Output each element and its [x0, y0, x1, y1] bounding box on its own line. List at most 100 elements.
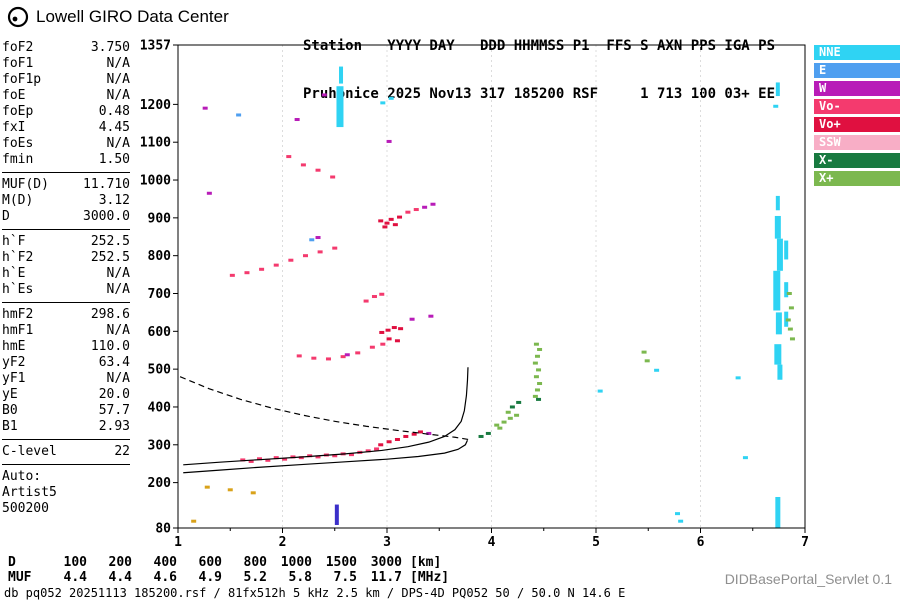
y-tick-label: 300 — [148, 438, 172, 453]
echo-point — [533, 342, 539, 346]
echo-point — [273, 263, 279, 267]
direction-legend: NNE E W Vo- Vo+ SSW X- X+ — [814, 45, 900, 189]
param-row: M(D) 3.12 — [2, 193, 130, 209]
param-name: hmE — [2, 339, 26, 354]
param-name: MUF(D) — [2, 177, 49, 192]
param-value: N/A — [106, 88, 130, 103]
echo-point — [206, 191, 212, 195]
param-name: fmin — [2, 152, 34, 167]
echo-point — [300, 163, 306, 167]
param-row: Auto: — [2, 469, 130, 485]
y-tick-label: 1200 — [140, 98, 171, 113]
param-name: foF1 — [2, 56, 34, 71]
echo-point — [388, 217, 394, 221]
param-name: h`Es — [2, 282, 34, 297]
echo-point — [533, 375, 539, 379]
y-tick-label: 1357 — [140, 39, 171, 54]
echo-point — [290, 455, 296, 459]
echo-point — [534, 388, 540, 392]
echo-point — [348, 453, 354, 457]
distance-row: D 100 200 400 600 800 1000 1500 3000 [km] — [8, 555, 441, 570]
param-row: foF1 N/A — [2, 56, 130, 72]
lowell-giro-logo: Lowell GIRO Data Center — [6, 5, 229, 29]
legend-item-xminus: X- — [814, 153, 900, 168]
row-value: 4.4 — [63, 570, 87, 585]
param-name: foF2 — [2, 40, 34, 55]
param-group: Auto: Artist5 500200 — [2, 464, 130, 517]
echo-streak — [775, 312, 782, 335]
echo-point — [654, 368, 660, 372]
echo-point — [204, 485, 210, 489]
echo-point — [374, 447, 380, 451]
echo-point — [382, 225, 388, 229]
echo-point — [478, 434, 484, 438]
station-header: Station YYYY DAY DDD HHMMSS P1 FFS S AXN… — [303, 6, 775, 134]
servlet-version-label: DIDBasePortal_Servlet 0.1 — [724, 571, 892, 587]
param-value: 3000.0 — [83, 209, 130, 224]
param-row: yF1 N/A — [2, 371, 130, 387]
echo-point — [532, 361, 538, 365]
echo-point — [505, 410, 511, 414]
echo-point — [380, 342, 386, 346]
x-tick-label: 7 — [801, 535, 809, 550]
echo-point — [257, 457, 263, 461]
echo-streak — [776, 238, 783, 271]
param-row: h`F2 252.5 — [2, 250, 130, 266]
param-value: N/A — [106, 282, 130, 297]
param-group: h`F 252.5 h`F2 252.5 h`E N/A h`Es N/A — [2, 229, 130, 298]
echo-point — [311, 356, 317, 360]
row-value: 800 — [243, 555, 267, 570]
echo-point — [294, 118, 300, 122]
row-value: 1000 — [280, 555, 312, 570]
param-value: N/A — [106, 72, 130, 87]
echo-point — [244, 271, 250, 275]
param-row: hmF2 298.6 — [2, 307, 130, 323]
echo-point — [391, 326, 397, 330]
param-group: C-level 22 — [2, 439, 130, 460]
legend-item-voplus: Vo+ — [814, 117, 900, 132]
param-row: h`E N/A — [2, 266, 130, 282]
echo-point — [365, 449, 371, 453]
echo-point — [259, 267, 265, 271]
param-value: 22 — [114, 444, 130, 459]
echo-streak — [339, 66, 344, 84]
param-value: N/A — [106, 371, 130, 386]
echo-point — [315, 455, 321, 459]
param-name: B0 — [2, 403, 18, 418]
echo-point — [534, 354, 540, 358]
echo-point — [641, 350, 647, 354]
echo-point — [325, 357, 331, 361]
legend-item-xplus: X+ — [814, 171, 900, 186]
echo-point — [405, 210, 411, 214]
y-tick-label: 500 — [148, 363, 172, 378]
echo-point — [537, 382, 543, 386]
echo-point — [430, 202, 436, 206]
param-row: 500200 — [2, 501, 130, 517]
param-value: N/A — [106, 136, 130, 151]
param-value: N/A — [106, 266, 130, 281]
echo-point — [332, 246, 338, 250]
row-unit: [MHz] — [410, 570, 450, 585]
echo-point — [388, 96, 394, 100]
echo-point — [485, 431, 491, 435]
echo-streak — [334, 504, 339, 525]
echo-point — [330, 175, 336, 179]
echo-point — [497, 426, 503, 430]
row-value: 5.8 — [288, 570, 312, 585]
echo-point — [302, 254, 308, 258]
param-row: MUF(D) 11.710 — [2, 177, 130, 193]
param-row: foF2 3.750 — [2, 40, 130, 56]
param-value: 3.12 — [98, 193, 130, 208]
legend-item-ssw: SSW — [814, 135, 900, 150]
echo-point — [191, 519, 197, 523]
row-unit: [km] — [410, 555, 442, 570]
echo-point — [265, 458, 271, 462]
param-row: foF1p N/A — [2, 72, 130, 88]
echo-point — [786, 291, 792, 295]
echo-point — [227, 488, 233, 492]
echo-point — [369, 345, 375, 349]
echo-point — [202, 106, 208, 110]
echo-point — [379, 330, 385, 334]
param-row: foE N/A — [2, 88, 130, 104]
param-name: h`F — [2, 234, 26, 249]
